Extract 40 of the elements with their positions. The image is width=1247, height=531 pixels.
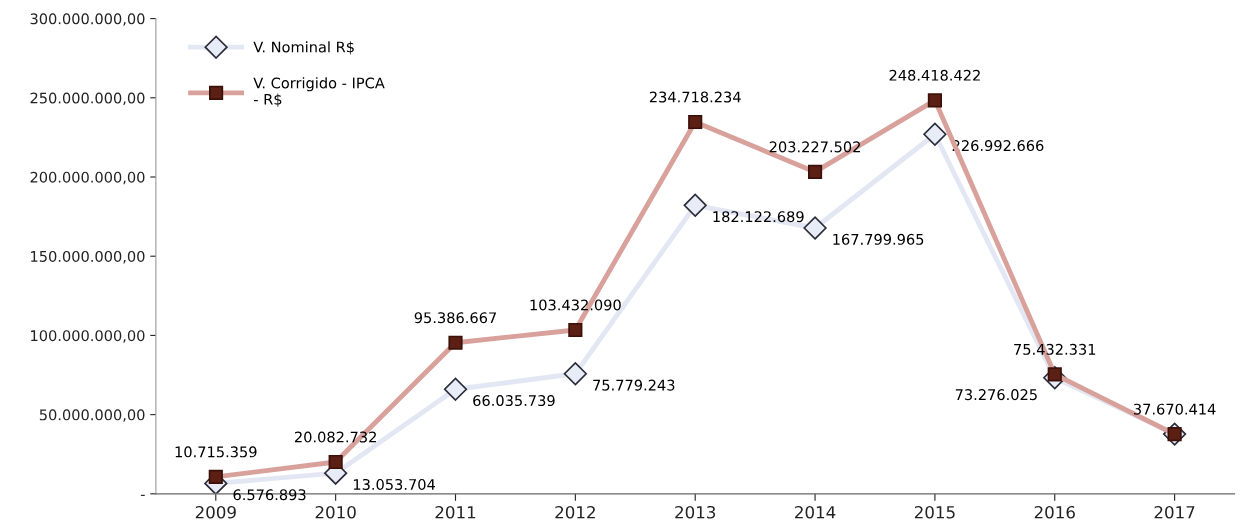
point: [923, 122, 947, 146]
data-label: 20.082.732: [294, 431, 376, 443]
x-tick-label: 2010: [315, 505, 356, 519]
y-tick-label: 300.000.000,00: [30, 13, 145, 26]
data-label: 182.122.689: [713, 211, 804, 223]
y-tick-label: 250.000.000,00: [30, 92, 145, 106]
x-tick-label: 2017: [1154, 505, 1195, 519]
data-label: 75.779.243: [593, 379, 675, 391]
legend-label: V. Nominal R$: [253, 41, 354, 55]
data-label: 6.576.893: [233, 489, 306, 501]
point: [563, 362, 587, 386]
data-label: 37.670.414: [1133, 403, 1216, 415]
x-tick-label: 2015: [914, 505, 955, 519]
data-label: 10.715.359: [175, 446, 257, 458]
x-tick-label: 2014: [795, 505, 836, 519]
point: [443, 377, 468, 401]
y-tick-label: 200.000.000,00: [30, 171, 145, 185]
data-label: 73.276.025: [955, 389, 1037, 401]
data-label: 226.992.666: [952, 140, 1044, 152]
legend-label: V. Corrigido - IPCA - R$: [253, 77, 385, 107]
data-label: 248.418.422: [889, 69, 980, 81]
x-tick-label: 2011: [435, 505, 476, 519]
data-label: 103.432.090: [530, 299, 621, 311]
x-tick-label: 2012: [555, 505, 595, 519]
data-label: 95.386.667: [414, 312, 496, 324]
y-tick-label: 50.000.000,00: [39, 409, 145, 422]
y-tick-label: -: [140, 494, 145, 496]
x-tick-label: 2016: [1034, 505, 1075, 519]
data-label: 234.718.234: [649, 91, 741, 103]
data-label: 13.053.704: [353, 478, 435, 490]
data-label: 75.432.331: [1014, 343, 1096, 355]
x-tick-label: 2009: [195, 505, 236, 519]
x-tick-label: 2013: [675, 505, 716, 519]
data-label: 66.035.739: [473, 395, 555, 407]
point: [803, 216, 827, 240]
data-label: 203.227.502: [769, 141, 860, 153]
y-tick-label: 100.000.000,00: [31, 330, 145, 343]
point: [683, 193, 707, 217]
data-label: 167.799.965: [833, 233, 924, 245]
y-tick-label: 150.000.000,00: [31, 250, 145, 264]
